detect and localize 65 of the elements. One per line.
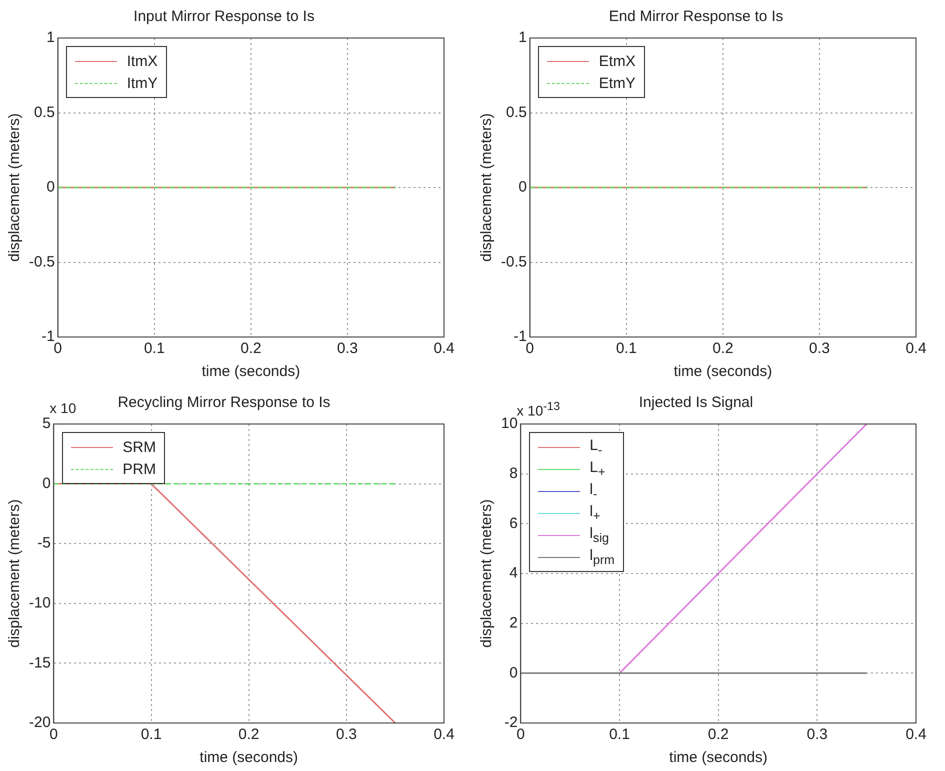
- y-axis-title: displacement (meters): [478, 113, 496, 262]
- y-tick-label: -15: [28, 654, 51, 672]
- y-tick-label: 4: [509, 564, 518, 582]
- legend-label: l$_{prm}$: [590, 547, 615, 567]
- y-tick-label: -20: [28, 714, 51, 732]
- x-tick-label: 0.1: [144, 340, 165, 358]
- y-tick-label: 0: [518, 178, 527, 196]
- x-axis-title: time (seconds): [202, 363, 300, 380]
- y-tick-label: 1: [518, 29, 527, 46]
- x-tick-label: 0.3: [336, 726, 357, 744]
- x-tick-label: 0.1: [609, 726, 630, 744]
- y-tick-label: -0.5: [28, 253, 55, 270]
- chart-title: Recycling Mirror Response to Is: [118, 394, 330, 412]
- x-axis-title: time (seconds): [669, 749, 768, 766]
- x-tick-label: 0.4: [906, 340, 926, 358]
- y-tick-label: -1: [514, 328, 527, 346]
- y-tick-label: -1: [42, 328, 55, 346]
- text: x 10$^{-13}$: [516, 400, 560, 419]
- x-tick-label: 0.3: [809, 340, 830, 358]
- legend-label: ItmY: [126, 74, 158, 92]
- legend-label: ItmX: [126, 52, 158, 70]
- legend-label: L$_{-}$: [590, 437, 602, 457]
- x-tick-label: 0.1: [140, 726, 162, 744]
- y-axis-title: displacement (meters): [6, 113, 24, 262]
- y-tick-label: -10: [28, 594, 51, 612]
- x-tick-label: 0.4: [434, 340, 454, 358]
- chart-title: Input Mirror Response to Is: [134, 8, 314, 26]
- chart-title: Injected Is Signal: [638, 394, 754, 412]
- x-tick-label: 0.2: [240, 340, 262, 358]
- y-tick-label: 10: [500, 415, 518, 432]
- legend-label: EtmX: [598, 52, 636, 70]
- x-tick-label: 0.4: [434, 726, 454, 744]
- chart-title: End Mirror Response to Is: [608, 8, 784, 26]
- x-tick-label: 0.3: [806, 726, 828, 744]
- x-tick-label: 0.3: [337, 340, 358, 358]
- legend-label: EtmY: [598, 74, 636, 92]
- legend-label: SRM: [122, 438, 156, 456]
- y-tick-label: -2: [504, 714, 518, 732]
- y-tick-label: 0.5: [506, 104, 527, 121]
- y-tick-label: 1: [46, 29, 55, 46]
- y-tick-label: 5: [42, 415, 51, 432]
- y-tick-label: 0.5: [34, 104, 55, 121]
- y-tick-label: 2: [509, 614, 518, 632]
- x-tick-label: 0.1: [616, 340, 637, 358]
- y-tick-label: 8: [509, 464, 518, 482]
- x-axis-title: time (seconds): [674, 363, 772, 380]
- y-tick-label: 6: [509, 514, 518, 532]
- y-tick-label: -5: [37, 534, 51, 552]
- x-tick-label: 0.2: [708, 726, 729, 744]
- x-tick-label: 0.2: [238, 726, 260, 744]
- legend-label: PRM: [122, 460, 156, 478]
- legend-label: L$_{+}$: [590, 459, 606, 479]
- x-tick-label: 0.2: [712, 340, 734, 358]
- y-tick-label: -0.5: [500, 253, 527, 270]
- y-tick-label: 0: [509, 664, 518, 682]
- y-axis-title: displacement (meters): [478, 499, 496, 648]
- y-tick-label: 0: [42, 474, 51, 492]
- legend-label: l$_{-}$: [590, 481, 598, 501]
- y-tick-label: 0: [46, 178, 55, 196]
- x-tick-label: 0.4: [906, 726, 926, 744]
- y-axis-title: displacement (meters): [6, 499, 24, 648]
- legend-label: l$_{sig}$: [590, 525, 609, 545]
- legend-label: l$_{+}$: [590, 503, 600, 523]
- x-axis-title: time (seconds): [200, 749, 298, 766]
- text: x 10: [50, 400, 76, 416]
